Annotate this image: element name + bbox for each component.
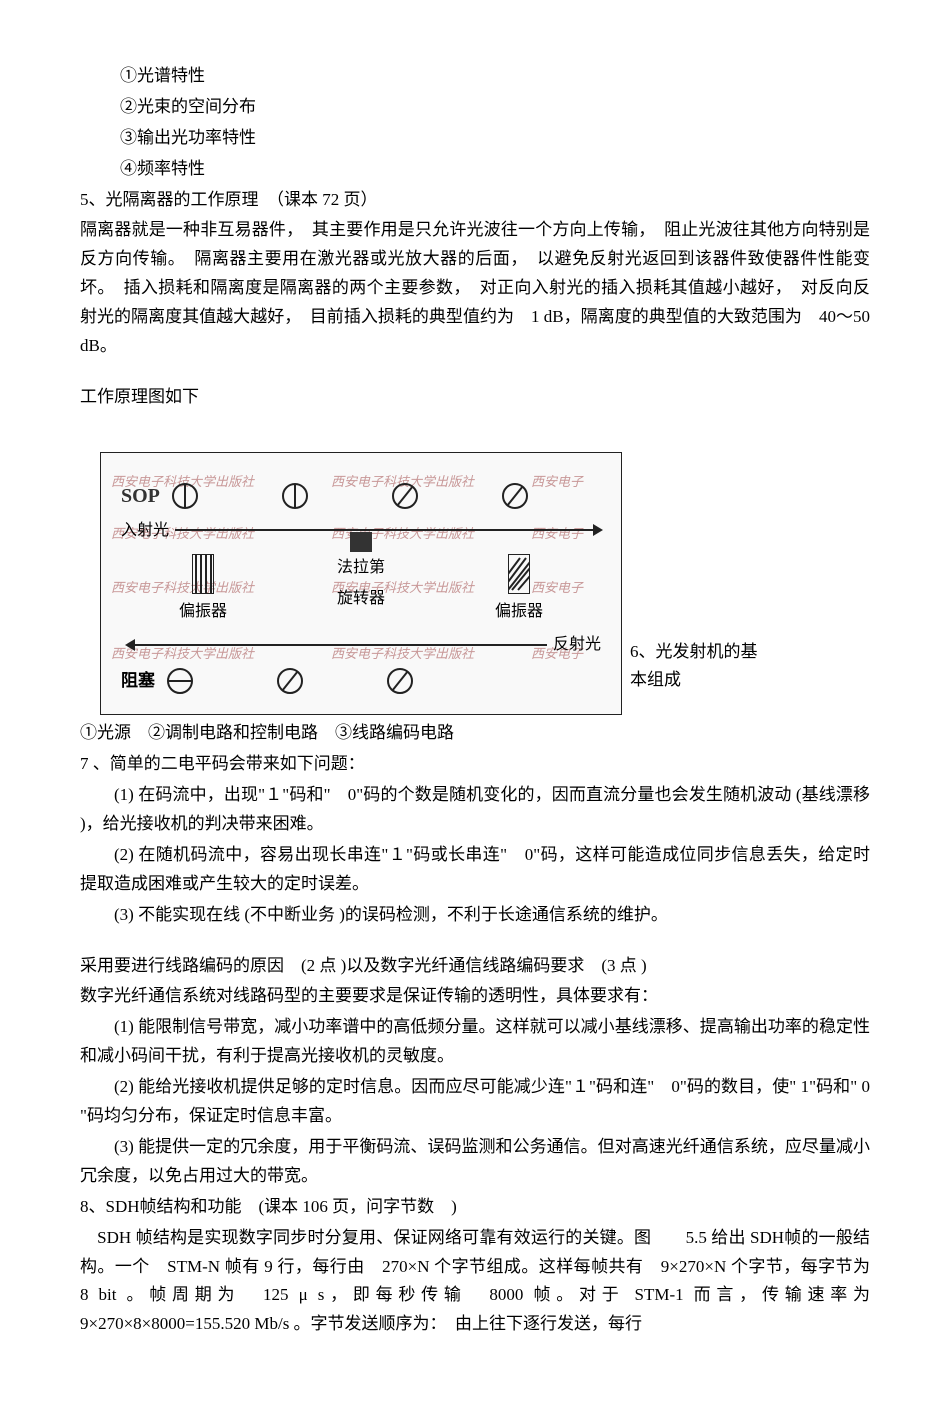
sop-label: SOP — [121, 479, 160, 513]
bullet-2: ②光束的空间分布 — [80, 93, 870, 122]
sec5-title: 5、光隔离器的工作原理 （课本 72 页） — [80, 186, 870, 215]
rotator-label-1: 法拉第 — [337, 554, 385, 581]
components-row: 偏振器 法拉第 旋转器 偏振器 — [121, 554, 601, 625]
sec7-req-intro: 数字光纤通信系统对线路码型的主要要求是保证传输的透明性，具体要求有： — [80, 982, 870, 1011]
reflect-light-label: 反射光 — [553, 631, 601, 658]
sec7-req-1: (1) 能限制信号带宽，减小功率谱中的高低频分量。这样就可以减小基线漂移、提高输… — [80, 1013, 870, 1071]
isolator-diagram: 西安电子科技大学出版社 西安电子科技大学出版社 西安电子 西安电子科技大学出版社… — [80, 452, 870, 716]
faraday-rotator: 法拉第 旋转器 — [337, 554, 385, 625]
sec7-req-2: (2) 能给光接收机提供足够的定时信息。因而应尽可能减少连"１"码和连" 0"码… — [80, 1073, 870, 1131]
polarization-tilt-icon — [390, 481, 420, 511]
polarization-horizontal-icon — [165, 666, 195, 696]
rotator-label-2: 旋转器 — [337, 585, 385, 612]
polarizer-right: 偏振器 — [495, 554, 543, 625]
polarizer-left: 偏振器 — [179, 554, 227, 625]
block-label: 阻塞 — [121, 667, 155, 696]
rotator-icon — [350, 532, 372, 552]
polarization-tilt-icon — [500, 481, 530, 511]
sec7-reason-title: 采用要进行线路编码的原因 (2 点 )以及数字光纤通信线路编码要求 (3 点 ) — [80, 952, 870, 981]
polarizer-label: 偏振器 — [179, 598, 227, 625]
polarizer-label: 偏振器 — [495, 598, 543, 625]
sec7-item-1: (1) 在码流中，出现"１"码和" 0"码的个数是随机变化的，因而直流分量也会发… — [80, 781, 870, 839]
sec6-line: ①光源 ②调制电路和控制电路 ③线路编码电路 — [80, 719, 870, 748]
polarization-vertical-icon — [170, 481, 200, 511]
sec6-title: 6、光发射机的基本组成 — [630, 638, 760, 696]
diagram-row-top: SOP — [121, 479, 601, 513]
sec7-item-3: (3) 不能实现在线 (不中断业务 )的误码检测，不利于长途通信系统的维护。 — [80, 901, 870, 930]
diagram-box: 西安电子科技大学出版社 西安电子科技大学出版社 西安电子 西安电子科技大学出版社… — [100, 452, 622, 716]
sec5-body: 隔离器就是一种非互易器件， 其主要作用是只允许光波往一个方向上传输， 阻止光波往… — [80, 216, 870, 360]
sec7-req-3: (3) 能提供一定的冗余度，用于平衡码流、误码监测和公务通信。但对高速光纤通信系… — [80, 1133, 870, 1191]
polarization-tilt-icon — [385, 666, 415, 696]
polarizer-icon — [508, 554, 530, 594]
bullet-3: ③输出光功率特性 — [80, 124, 870, 153]
sec7-title: 7 、简单的二电平码会带来如下问题： — [80, 750, 870, 779]
input-light-label: 入射光 — [121, 517, 169, 544]
polarization-tilt-icon — [275, 666, 305, 696]
polarizer-icon — [192, 554, 214, 594]
bullet-4: ④频率特性 — [80, 155, 870, 184]
bullet-1: ①光谱特性 — [80, 62, 870, 91]
reverse-arrow: 反射光 — [121, 631, 601, 658]
diagram-row-bottom: 阻塞 — [121, 666, 601, 696]
sec5-caption: 工作原理图如下 — [80, 383, 870, 412]
polarization-vertical-icon — [280, 481, 310, 511]
sec8-title: 8、SDH帧结构和功能 (课本 106 页，问字节数 ) — [80, 1193, 870, 1222]
sec8-body: SDH 帧结构是实现数字同步时分复用、保证网络可靠有效运行的关键。图 5.5 给… — [80, 1224, 870, 1340]
sec7-item-2: (2) 在随机码流中，容易出现长串连"１"码或长串连" 0"码，这样可能造成位同… — [80, 841, 870, 899]
